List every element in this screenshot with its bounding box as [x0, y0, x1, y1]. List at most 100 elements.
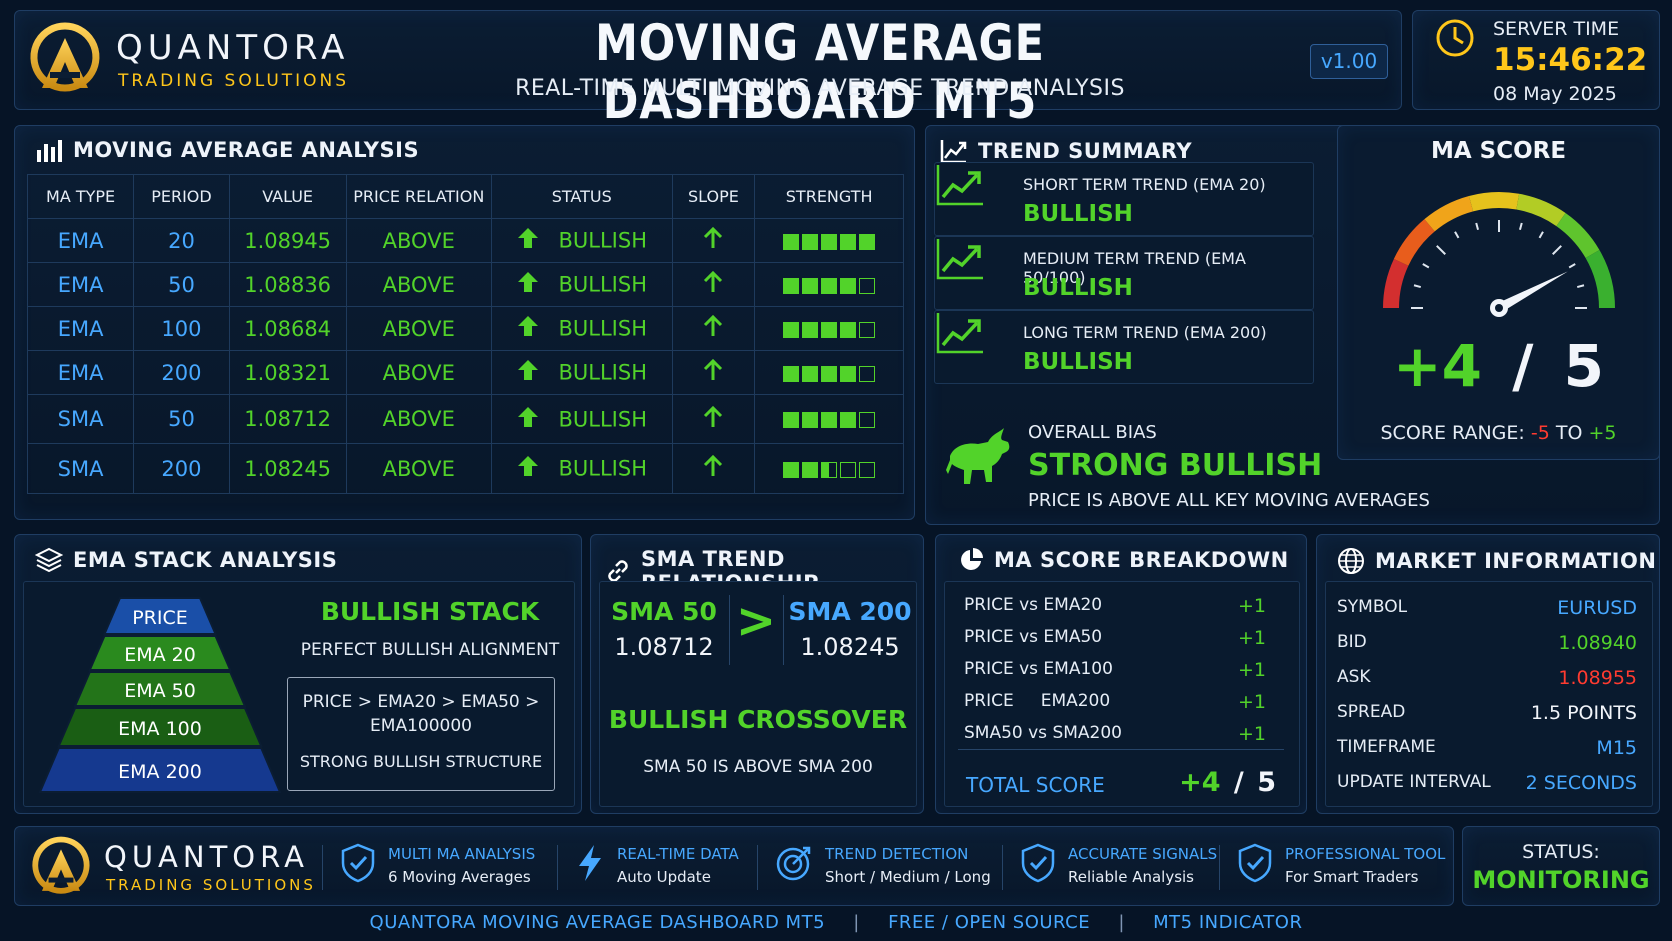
- ma-status-cell: BULLISH: [491, 443, 673, 494]
- feature-subtitle: 6 Moving Averages: [388, 867, 531, 886]
- strength-bar: [783, 233, 800, 250]
- gauge-tick: [1436, 245, 1446, 255]
- sma200-value: 1.08245: [800, 633, 900, 661]
- ma-col-header: STRENGTH: [754, 174, 904, 219]
- server-time-label: SERVER TIME: [1493, 18, 1620, 40]
- ma-status-cell: BULLISH: [491, 262, 673, 307]
- ma-status: BULLISH: [558, 272, 648, 297]
- bar-chart-icon: [37, 140, 62, 162]
- layers-icon: [35, 547, 63, 573]
- feature-title: ACCURATE SIGNALS: [1068, 844, 1218, 863]
- strength-bars: [783, 277, 876, 294]
- score-value: +4: [1393, 332, 1482, 400]
- gauge-tick: [1454, 231, 1460, 239]
- ma-status: BULLISH: [558, 228, 648, 253]
- market-row: TIMEFRAME M15: [1337, 737, 1637, 759]
- score-breakdown-header: MA SCORE BREAKDOWN: [958, 547, 1289, 573]
- ma-status-cell: BULLISH: [491, 306, 673, 351]
- score-range-max: +5: [1588, 422, 1617, 444]
- bullish-arrow-icon: [517, 271, 539, 298]
- stack-order-box: PRICE > EMA20 > EMA50 > EMA100000 STRONG…: [287, 677, 555, 791]
- total-score-sep: /: [1233, 767, 1244, 798]
- ma-price-relation: ABOVE: [345, 394, 493, 444]
- breakdown-row: PRICE vs EMA100 +1: [964, 659, 1266, 681]
- breakdown-row: PRICE vs EMA20 +1: [964, 595, 1266, 617]
- market-row: UPDATE INTERVAL 2 SECONDS: [1337, 772, 1637, 794]
- ma-price-relation: ABOVE: [345, 443, 493, 494]
- footer-product: QUANTORA MOVING AVERAGE DASHBOARD MT5: [369, 912, 826, 933]
- breakdown-row: SMA50 vs SMA200 +1: [964, 723, 1266, 745]
- score-max: 5: [1563, 332, 1604, 400]
- ma-slope-cell: [671, 350, 756, 395]
- shield-check-icon: [340, 843, 376, 887]
- market-label: TIMEFRAME: [1337, 737, 1436, 757]
- sma-trend-inner: [599, 581, 917, 807]
- ma-value: 1.08321: [228, 350, 347, 395]
- feature-title: PROFESSIONAL TOOL: [1285, 844, 1446, 863]
- gauge-arc-segment: [1383, 258, 1409, 309]
- slope-up-icon: [703, 226, 723, 254]
- shield-check-icon: [1237, 843, 1273, 887]
- footer-sep-2: |: [1118, 912, 1125, 933]
- breakdown-value: +1: [1237, 659, 1266, 681]
- market-row: BID 1.08940: [1337, 632, 1637, 654]
- market-label: ASK: [1337, 667, 1371, 687]
- gauge-needle: [1496, 271, 1568, 313]
- strength-bars: [783, 461, 876, 478]
- footer-brand-tagline: TRADING SOLUTIONS: [106, 876, 316, 894]
- feature-subtitle: Short / Medium / Long: [825, 867, 991, 886]
- status-value: MONITORING: [1472, 866, 1650, 894]
- ma-col-header: MA TYPE: [26, 174, 135, 219]
- breakdown-value: +1: [1237, 723, 1266, 745]
- gauge-arc-segment: [1556, 212, 1600, 259]
- market-label: BID: [1337, 632, 1367, 652]
- feature-subtitle: For Smart Traders: [1285, 867, 1419, 886]
- breakdown-label: SMA50 vs SMA200: [964, 723, 1122, 743]
- strength-bar: [859, 233, 876, 250]
- gauge-tick: [1422, 263, 1430, 269]
- score-breakdown-title: MA SCORE BREAKDOWN: [994, 548, 1289, 572]
- trend-chart-icon: [940, 140, 967, 164]
- market-label: SYMBOL: [1337, 597, 1408, 617]
- status-label: STATUS:: [1522, 841, 1600, 863]
- breakdown-value: +1: [1237, 691, 1266, 713]
- ma-status-cell: BULLISH: [491, 350, 673, 395]
- sma-crossover-note: SMA 50 IS ABOVE SMA 200: [643, 757, 873, 777]
- ma-price-relation: ABOVE: [345, 306, 493, 351]
- gauge-tick: [1568, 263, 1576, 269]
- stack-order-line1: PRICE > EMA20 > EMA50 >: [302, 692, 540, 712]
- market-value: 1.08955: [1558, 667, 1637, 689]
- version-badge: v1.00: [1310, 44, 1388, 79]
- market-value: M15: [1596, 737, 1637, 759]
- breakdown-row: PRICE vs EMA50 +1: [964, 627, 1266, 649]
- ma-period: 20: [133, 218, 230, 263]
- market-value: 2 SECONDS: [1525, 772, 1637, 794]
- strength-bar: [859, 365, 876, 382]
- footer-platform: MT5 INDICATOR: [1153, 912, 1303, 933]
- pyramid-level-label: EMA 50: [124, 680, 196, 702]
- sma-trend-panel: SMA TREND RELATIONSHIP SMA 50 1.08712 > …: [590, 534, 924, 814]
- strength-bar: [859, 461, 876, 478]
- strength-bar: [821, 233, 838, 250]
- strength-bar: [821, 365, 838, 382]
- strength-bar: [840, 365, 857, 382]
- breakdown-label: PRICE vs EMA50: [964, 627, 1103, 647]
- ma-slope-cell: [671, 306, 756, 351]
- ma-type: EMA: [26, 218, 135, 263]
- strength-bar: [840, 412, 857, 428]
- stack-order-line2: EMA100000: [370, 716, 472, 736]
- feature-text: PROFESSIONAL TOOL For Smart Traders: [1285, 845, 1445, 886]
- strength-bar: [840, 233, 857, 250]
- ma-score-title: MA SCORE: [1430, 138, 1567, 164]
- status-panel: [1462, 826, 1660, 906]
- strength-bar: [859, 321, 876, 338]
- bullish-arrow-icon: [517, 455, 539, 482]
- ma-type: EMA: [26, 262, 135, 307]
- score-range-label: SCORE RANGE:: [1380, 422, 1525, 444]
- feature-item: REAL-TIME DATA Auto Update: [575, 830, 739, 900]
- strength-bars: [783, 321, 876, 338]
- overall-bias-label: OVERALL BIAS: [1028, 422, 1157, 443]
- ma-strength-cell: [754, 394, 904, 444]
- pyramid-level-label: PRICE: [132, 607, 188, 629]
- score-range-min: -5: [1530, 422, 1550, 444]
